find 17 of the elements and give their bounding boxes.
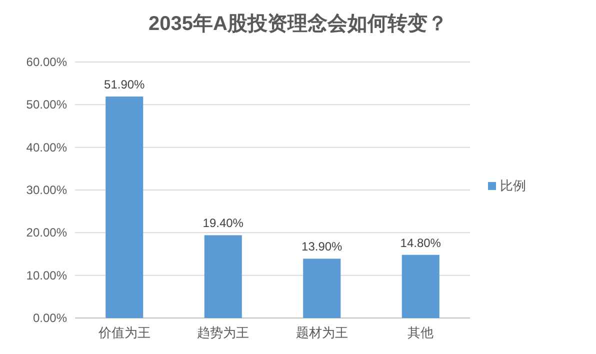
x-tick-label: 趋势为王 <box>197 325 250 340</box>
y-tick-label: 60.00% <box>26 55 68 69</box>
y-tick-label: 40.00% <box>26 140 68 154</box>
y-tick-label: 30.00% <box>26 183 68 197</box>
data-label: 51.90% <box>104 78 146 92</box>
x-tick-label: 题材为王 <box>296 325 348 340</box>
x-tick-label: 其他 <box>408 325 434 340</box>
chart-title: 2035年A股投资理念会如何转变？ <box>148 12 448 35</box>
y-tick-label: 0.00% <box>32 311 68 325</box>
legend-label: 比例 <box>500 178 526 193</box>
y-tick-label: 20.00% <box>26 226 68 240</box>
data-label: 19.40% <box>202 216 244 230</box>
y-tick-label: 50.00% <box>26 98 68 112</box>
x-tick-label: 价值为王 <box>97 325 150 340</box>
data-label: 14.80% <box>400 236 442 250</box>
data-label: 13.90% <box>302 240 343 254</box>
y-tick-label: 10.00% <box>26 268 68 282</box>
